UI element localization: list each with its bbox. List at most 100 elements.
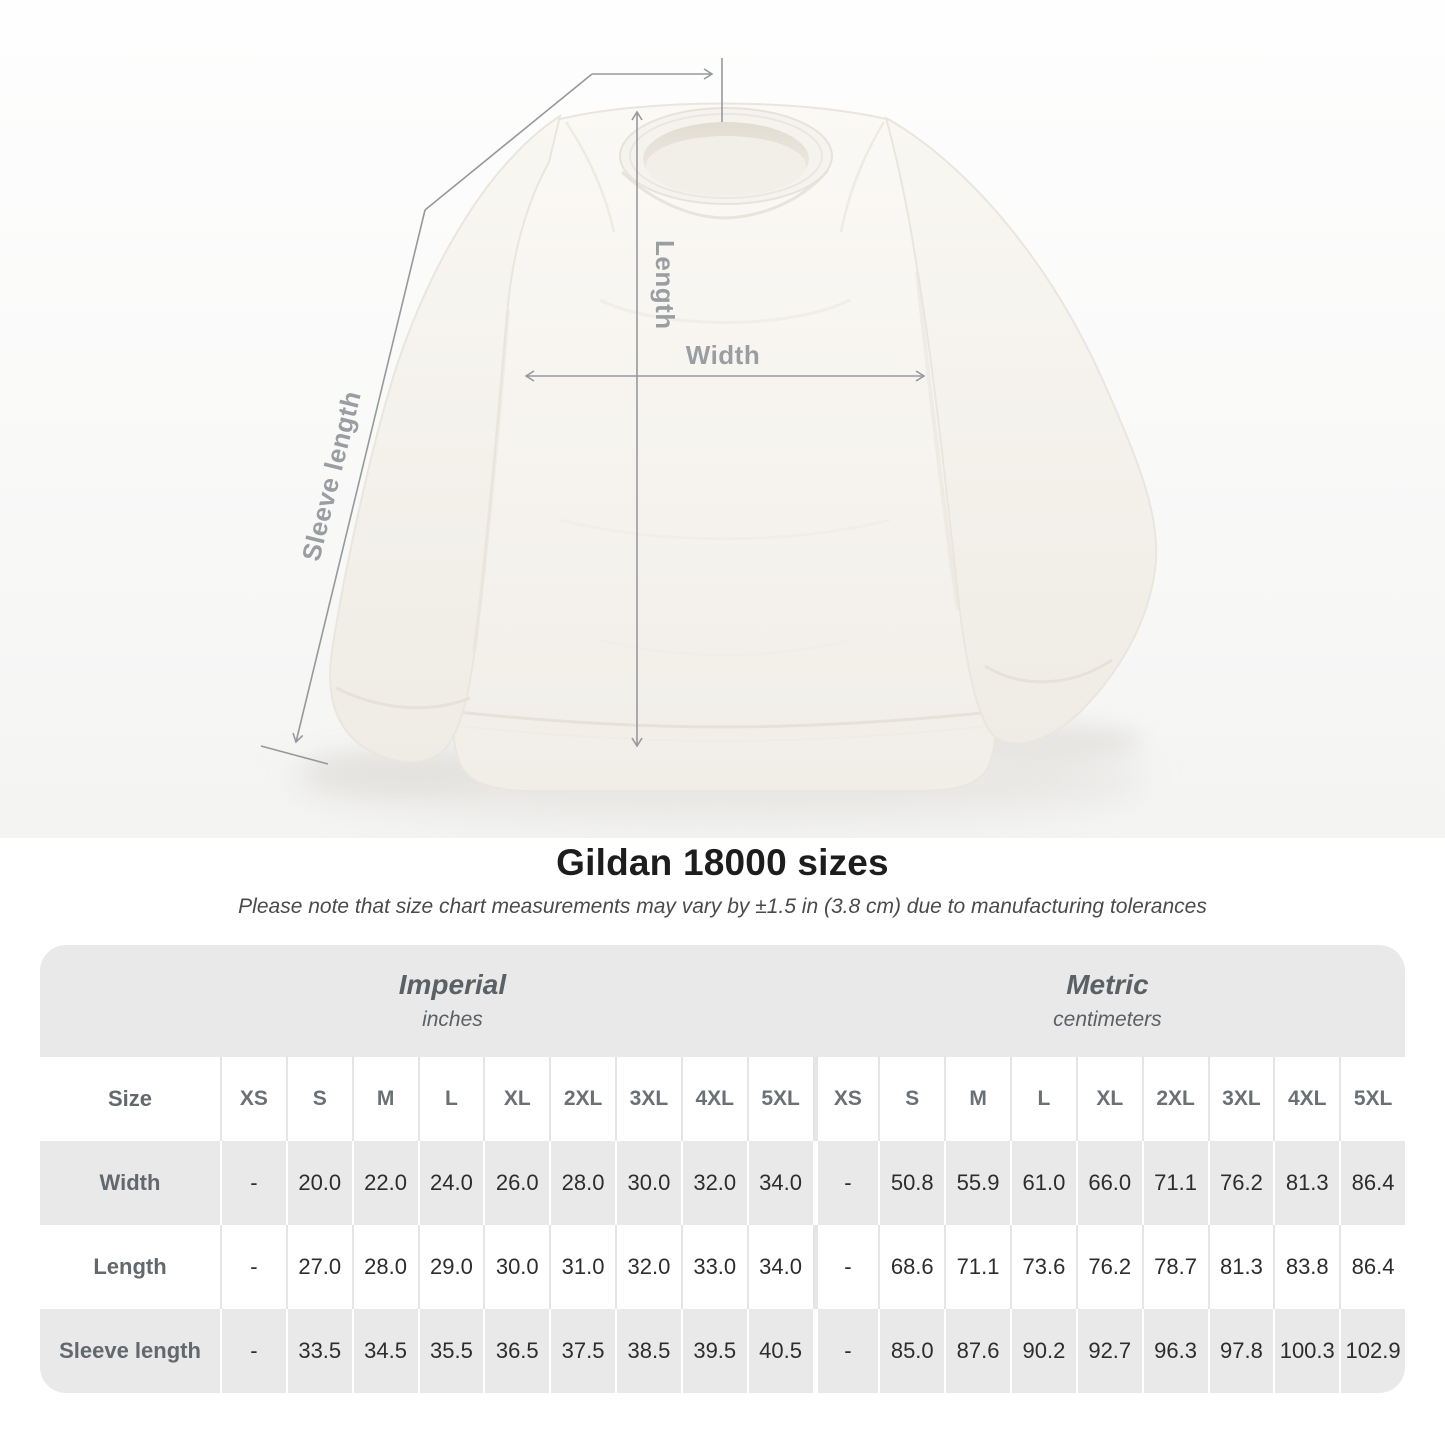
value-cell: 78.7 xyxy=(1141,1224,1208,1309)
value-cell: 36.5 xyxy=(483,1308,549,1393)
sweatshirt-garment xyxy=(329,102,1158,792)
size-col-header: XL xyxy=(483,1056,549,1141)
value-cell: 27.0 xyxy=(285,1224,352,1309)
metric-title: Metric xyxy=(1066,969,1149,1001)
length-label: Length xyxy=(650,240,680,330)
value-cell: 92.7 xyxy=(1075,1308,1142,1393)
size-col-header: 2XL xyxy=(549,1056,615,1141)
value-cell: 34.5 xyxy=(351,1308,418,1393)
value-cell: 86.4 xyxy=(1339,1140,1405,1225)
size-col-header: XS xyxy=(812,1056,879,1141)
value-cell: 81.3 xyxy=(1207,1224,1274,1309)
sweatshirt-illustration: Length Width Sleeve length xyxy=(0,0,1445,838)
value-cell: 100.3 xyxy=(1273,1308,1339,1393)
value-cell: 96.3 xyxy=(1141,1308,1208,1393)
size-col-header: L xyxy=(1010,1056,1076,1141)
value-cell: 81.3 xyxy=(1273,1140,1339,1225)
row-label: Width xyxy=(99,1169,161,1195)
value-cell: 73.6 xyxy=(1010,1224,1076,1309)
size-col-header: XL xyxy=(1075,1056,1142,1141)
value-cell: 97.8 xyxy=(1207,1308,1274,1393)
size-col-header: 4XL xyxy=(1273,1056,1339,1141)
value-cell: 71.1 xyxy=(1141,1140,1208,1225)
width-label: Width xyxy=(686,340,760,370)
value-cell: 61.0 xyxy=(1010,1140,1076,1225)
value-cell: 22.0 xyxy=(351,1140,418,1225)
value-cell: 102.9 xyxy=(1339,1308,1405,1393)
value-cell: 38.5 xyxy=(615,1308,681,1393)
size-col-header: 3XL xyxy=(615,1056,681,1141)
value-cell: 29.0 xyxy=(417,1224,484,1309)
sleeve-arrow-lower-diagonal xyxy=(292,209,426,744)
size-col-header: M xyxy=(944,1056,1010,1141)
value-cell: 31.0 xyxy=(549,1224,615,1309)
value-cell: 86.4 xyxy=(1339,1224,1405,1309)
value-cell: 30.0 xyxy=(483,1224,549,1309)
size-col-header: 4XL xyxy=(680,1056,747,1141)
value-cell: 83.8 xyxy=(1273,1224,1339,1309)
metric-header: Metric centimeters xyxy=(810,945,1405,1057)
size-header-row: Size XS S M L XL 2XL 3XL 4XL 5XL XS S M … xyxy=(40,1056,1405,1141)
size-col-header: 5XL xyxy=(1339,1056,1405,1141)
size-col-header: XS xyxy=(220,1056,286,1141)
metric-unit: centimeters xyxy=(1053,1008,1162,1032)
value-cell: 28.0 xyxy=(351,1224,418,1309)
size-col-header: 5XL xyxy=(746,1056,813,1141)
sleeve-arrow-upper-diagonal xyxy=(424,73,593,211)
size-col-header: L xyxy=(417,1056,484,1141)
value-cell: 87.6 xyxy=(944,1308,1010,1393)
size-col-header: S xyxy=(285,1056,352,1141)
value-cell: 28.0 xyxy=(549,1140,615,1225)
value-cell: - xyxy=(812,1224,879,1309)
table-row-sleeve-length: Sleeve length - 33.5 34.5 35.5 36.5 37.5… xyxy=(40,1308,1405,1393)
value-cell: 33.5 xyxy=(285,1308,352,1393)
imperial-title: Imperial xyxy=(398,969,507,1001)
cuff-tick-line xyxy=(260,745,329,765)
size-col-header: M xyxy=(351,1056,418,1141)
value-cell: - xyxy=(812,1140,879,1225)
value-cell: 71.1 xyxy=(944,1224,1010,1309)
value-cell: 76.2 xyxy=(1207,1140,1274,1225)
value-cell: 40.5 xyxy=(746,1308,813,1393)
value-cell: 32.0 xyxy=(680,1140,747,1225)
page-title: Gildan 18000 sizes xyxy=(556,842,889,883)
size-table: Imperial inches Metric centimeters Size … xyxy=(40,944,1405,1393)
value-cell: 32.0 xyxy=(615,1224,681,1309)
value-cell: 34.0 xyxy=(746,1140,813,1225)
value-cell: 76.2 xyxy=(1075,1224,1142,1309)
imperial-unit: inches xyxy=(422,1008,483,1032)
table-row-length: Length - 27.0 28.0 29.0 30.0 31.0 32.0 3… xyxy=(40,1224,1405,1309)
value-cell: 50.8 xyxy=(878,1140,944,1225)
garment-right-sleeve xyxy=(884,115,1158,745)
size-col-header: 3XL xyxy=(1207,1056,1274,1141)
value-cell: 24.0 xyxy=(417,1140,484,1225)
value-cell: 30.0 xyxy=(615,1140,681,1225)
table-row-width: Width - 20.0 22.0 24.0 26.0 28.0 30.0 32… xyxy=(40,1140,1405,1225)
value-cell: - xyxy=(812,1308,879,1393)
garment-collar xyxy=(619,107,833,220)
unit-header-band: Imperial inches Metric centimeters xyxy=(40,944,1405,1057)
value-cell: 39.5 xyxy=(680,1308,747,1393)
value-cell: 34.0 xyxy=(746,1224,813,1309)
size-col-header: S xyxy=(878,1056,944,1141)
value-cell: 85.0 xyxy=(878,1308,944,1393)
value-cell: 66.0 xyxy=(1075,1140,1142,1225)
value-cell: 68.6 xyxy=(878,1224,944,1309)
value-cell: 90.2 xyxy=(1010,1308,1076,1393)
value-cell: 20.0 xyxy=(285,1140,352,1225)
size-row-label: Size xyxy=(107,1085,153,1111)
tolerance-note: Please note that size chart measurements… xyxy=(238,894,1207,918)
value-cell: 26.0 xyxy=(483,1140,549,1225)
value-cell: 37.5 xyxy=(549,1308,615,1393)
imperial-header: Imperial inches xyxy=(40,945,810,1057)
value-cell: - xyxy=(220,1308,286,1393)
value-cell: 33.0 xyxy=(680,1224,747,1309)
value-cell: 55.9 xyxy=(944,1140,1010,1225)
value-cell: - xyxy=(220,1140,286,1225)
row-label: Sleeve length xyxy=(59,1337,201,1363)
size-col-header: 2XL xyxy=(1141,1056,1208,1141)
sweatshirt-photo: Length Width Sleeve length xyxy=(0,0,1445,838)
row-label: Length xyxy=(93,1253,167,1279)
measurement-annotations xyxy=(260,58,926,765)
value-cell: 35.5 xyxy=(417,1308,484,1393)
